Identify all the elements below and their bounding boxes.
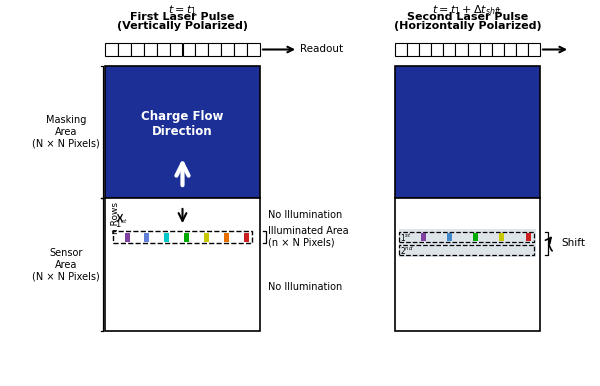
Bar: [491, 43, 504, 56]
Text: (Vertically Polarized): (Vertically Polarized): [117, 21, 248, 31]
Bar: [204, 232, 209, 242]
Bar: [105, 66, 260, 198]
Bar: [504, 43, 516, 56]
Text: Masking
Area
(N × N Pixels): Masking Area (N × N Pixels): [32, 115, 100, 149]
Bar: [455, 43, 467, 56]
Bar: [196, 43, 208, 56]
Text: Shift: Shift: [561, 239, 585, 249]
Bar: [516, 43, 528, 56]
Bar: [395, 43, 407, 56]
Text: 2$^{nd}$: 2$^{nd}$: [400, 245, 414, 257]
Bar: [399, 229, 536, 257]
Bar: [473, 233, 478, 241]
Bar: [113, 231, 252, 243]
Bar: [170, 43, 182, 56]
Bar: [145, 232, 149, 242]
Bar: [247, 43, 260, 56]
Bar: [157, 43, 170, 56]
Bar: [421, 233, 425, 241]
Bar: [144, 43, 157, 56]
Bar: [395, 66, 540, 198]
Bar: [431, 43, 443, 56]
Bar: [479, 43, 491, 56]
Text: Charge Flow
Direction: Charge Flow Direction: [142, 110, 224, 138]
Bar: [443, 43, 455, 56]
Text: No Illumination: No Illumination: [268, 282, 342, 292]
Bar: [118, 43, 131, 56]
Text: 1$^{st}$: 1$^{st}$: [400, 232, 412, 244]
Bar: [467, 43, 479, 56]
Bar: [399, 232, 534, 242]
Bar: [407, 43, 419, 56]
Text: Sensor
Area
(N × N Pixels): Sensor Area (N × N Pixels): [32, 248, 100, 281]
Bar: [244, 232, 248, 242]
Bar: [125, 232, 130, 242]
Text: No Illumination: No Illumination: [268, 210, 342, 220]
Bar: [221, 43, 234, 56]
Text: $t = t_1$: $t = t_1$: [168, 3, 197, 17]
Text: Second Laser Pulse: Second Laser Pulse: [407, 12, 528, 22]
Bar: [399, 245, 534, 255]
Bar: [447, 233, 452, 241]
Bar: [184, 232, 189, 242]
Bar: [234, 43, 247, 56]
Bar: [419, 43, 431, 56]
Bar: [105, 198, 260, 331]
Bar: [528, 43, 540, 56]
Text: 1$^{st}$: 1$^{st}$: [115, 218, 128, 230]
Text: Illuminated Area
(n × N Pixels): Illuminated Area (n × N Pixels): [268, 226, 349, 248]
Bar: [224, 232, 229, 242]
Bar: [131, 43, 144, 56]
Text: (Horizontally Polarized): (Horizontally Polarized): [394, 21, 541, 31]
Text: Readout: Readout: [300, 44, 343, 54]
Bar: [105, 43, 118, 56]
Text: n Rows: n Rows: [112, 202, 121, 234]
Bar: [179, 215, 186, 222]
Bar: [179, 207, 186, 214]
Bar: [499, 233, 504, 241]
Bar: [395, 198, 540, 331]
Bar: [179, 199, 186, 206]
Bar: [208, 43, 221, 56]
Bar: [526, 233, 530, 241]
Text: First Laser Pulse: First Laser Pulse: [130, 12, 235, 22]
Bar: [164, 232, 169, 242]
Bar: [182, 43, 196, 56]
Text: $t = t_1 + \Delta t_{shft}$: $t = t_1 + \Delta t_{shft}$: [433, 3, 503, 17]
